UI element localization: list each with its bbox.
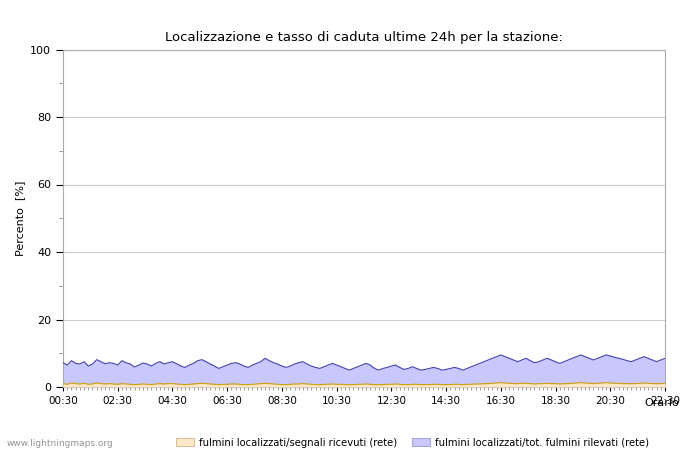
Text: www.lightningmaps.org: www.lightningmaps.org <box>7 438 113 447</box>
Title: Localizzazione e tasso di caduta ultime 24h per la stazione:: Localizzazione e tasso di caduta ultime … <box>165 31 563 44</box>
Legend: fulmini localizzati/segnali ricevuti (rete), fulmini localizzati/segnali ricevut: fulmini localizzati/segnali ricevuti (re… <box>176 437 650 450</box>
Text: Orario: Orario <box>644 398 679 408</box>
Y-axis label: Percento  [%]: Percento [%] <box>15 180 24 256</box>
